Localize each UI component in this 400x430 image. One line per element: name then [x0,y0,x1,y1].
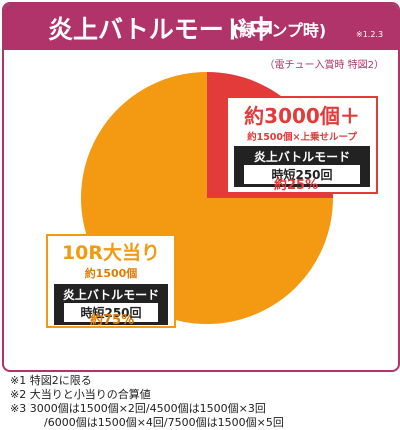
footnote: ※2 大当りと小当りの合算値 [10,388,151,401]
page-title: 炎上バトルモード中 [48,15,274,44]
jitan-label: 時短250回 [64,303,158,322]
mode-badge: 炎上バトルモード 時短250回 [54,284,168,325]
footnotes: ※1 特図2に限る ※2 大当りと小当りの合算値 ※3 3000個は1500個×… [10,374,284,430]
jitan-label: 時短250回 [244,165,360,184]
condition-label: （電チュー入賞時 特図2） [264,60,384,71]
slice-percent-orange: 約75% [90,313,135,328]
slice-label-box-orange: 10R大当り 約1500個 炎上バトルモード 時短250回 [46,234,176,328]
footnote: ※1 特図2に限る [10,374,92,387]
header-bar: 炎上バトルモード中 (緑ランプ時) ※1.2.3 [4,4,398,50]
slice-label: 10R大当り [61,242,161,264]
mode-badge: 炎上バトルモード 時短250回 [234,146,370,187]
mode-label: 炎上バトルモード [62,288,160,302]
slice-label: 約3000個＋ [244,104,360,128]
slice-detail: 約1500個 [84,267,138,280]
page-subtitle: (緑ランプ時) [232,21,327,40]
title-note: ※1.2.3 [356,30,384,39]
panel-frame: 炎上バトルモード中 (緑ランプ時) ※1.2.3 （電チュー入賞時 特図2） 約… [2,2,400,372]
slice-label-box-red: 約3000個＋ 約1500個×上乗せループ 炎上バトルモード 時短250回 [226,96,378,194]
slice-percent-red: 約25% [274,178,319,193]
mode-label: 炎上バトルモード [253,150,351,164]
footnote: /6000個は1500個×4回/7500個は1500個×5回 [44,416,284,429]
slice-detail: 約1500個×上乗せループ [247,132,357,143]
footnote: ※3 3000個は1500個×2回/4500個は1500個×3回 [10,402,266,415]
